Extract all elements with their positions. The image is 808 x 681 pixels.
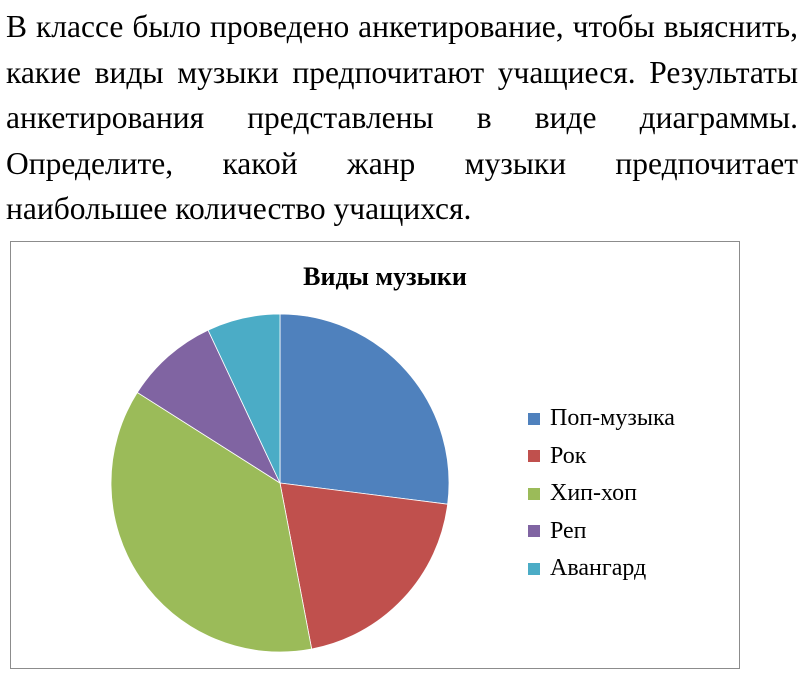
legend-label: Рок	[550, 442, 587, 469]
chart-title: Виды музыки	[303, 262, 467, 291]
legend-swatch	[528, 487, 540, 500]
pie-slice-2	[279, 482, 449, 650]
legend-swatch	[528, 450, 540, 463]
legend: Поп-музыка Рок Хип-хоп Реп Авангард	[528, 400, 675, 588]
legend-swatch	[528, 525, 540, 538]
legend-label: Поп-музыка	[550, 405, 675, 432]
legend-swatch	[528, 412, 540, 425]
legend-label: Реп	[550, 517, 587, 544]
legend-item: Поп-музыка	[528, 400, 675, 438]
pie-slice-1	[279, 313, 450, 505]
legend-item: Хип-хоп	[528, 475, 675, 513]
question-text: В классе было проведено анкетирование, ч…	[6, 9, 798, 226]
pie-slice-3	[110, 391, 313, 653]
legend-item: Авангард	[528, 550, 675, 588]
chart-area: Виды музыки Поп-музыка Рок Хип-хоп Реп Аванг…	[10, 241, 740, 669]
legend-label: Хип-хоп	[550, 480, 637, 507]
pie-slice-5	[207, 313, 281, 484]
pie-slice-4	[136, 329, 281, 485]
legend-swatch	[528, 562, 540, 575]
pie-chart	[110, 313, 450, 653]
legend-label: Авангард	[550, 555, 647, 582]
legend-item: Рок	[528, 438, 675, 476]
legend-item: Реп	[528, 513, 675, 551]
